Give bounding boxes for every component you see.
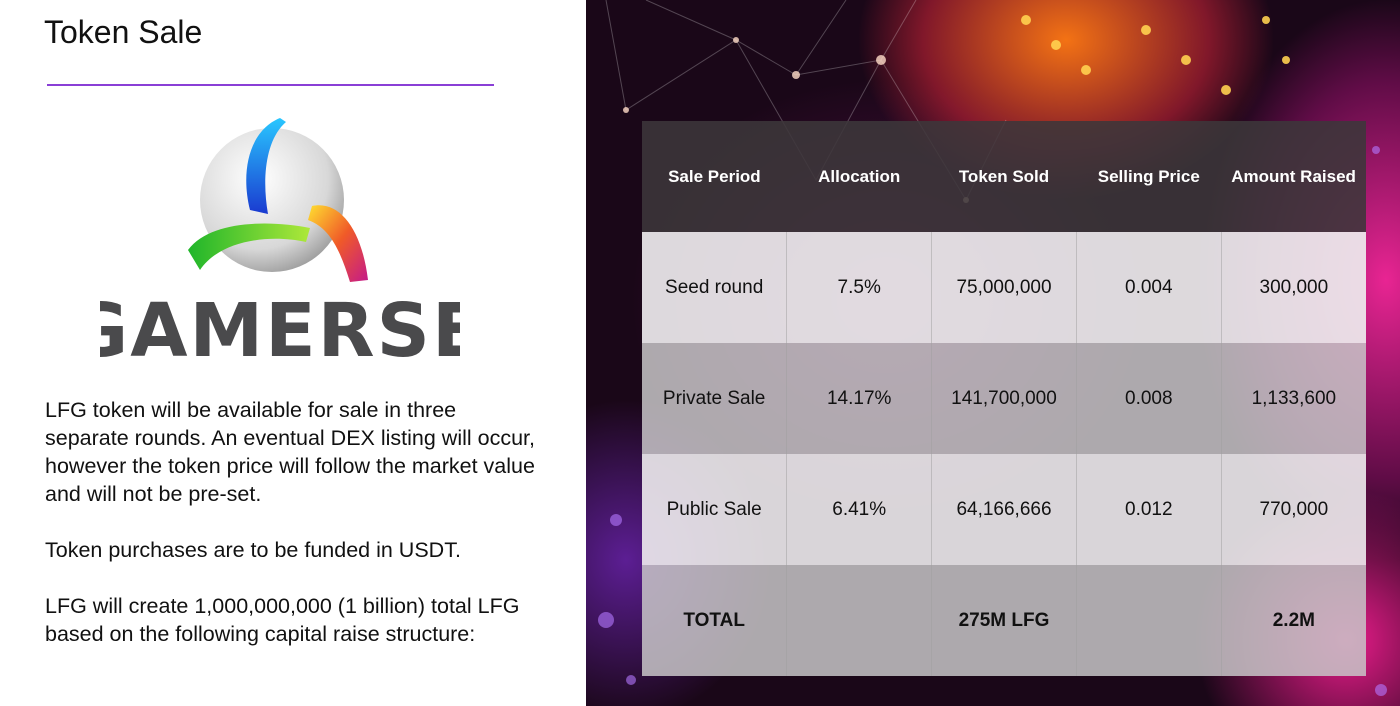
column-header: Allocation — [786, 121, 932, 232]
cell: 64,166,666 — [931, 454, 1077, 565]
cell: 1,133,600 — [1220, 343, 1366, 454]
cell: 141,700,000 — [931, 343, 1077, 454]
right-panel: Sale Period Allocation Token Sold Sellin… — [586, 0, 1400, 706]
column-header: Token Sold — [931, 121, 1077, 232]
body-text: LFG token will be available for sale in … — [45, 396, 535, 676]
token-table: Sale Period Allocation Token Sold Sellin… — [642, 121, 1366, 676]
cell: TOTAL — [642, 565, 787, 676]
table-row: Public Sale 6.41% 64,166,666 0.012 770,000 — [642, 454, 1366, 565]
cell: 0.008 — [1075, 343, 1222, 454]
cell: 0.004 — [1075, 232, 1222, 343]
paragraph: Token purchases are to be funded in USDT… — [45, 538, 461, 562]
cell: 300,000 — [1220, 232, 1366, 343]
logo: GAMERSE — [100, 118, 460, 370]
title: Token Sale — [44, 14, 203, 50]
cell: 2.2M — [1220, 565, 1366, 676]
cell: 0.012 — [1075, 454, 1222, 565]
background-art — [598, 0, 1387, 696]
divider — [47, 84, 494, 86]
logo-ribbon — [188, 223, 310, 270]
cell: 275M LFG — [931, 565, 1077, 676]
left-panel: Token Sale GAMERSE LFG token will be ava… — [0, 0, 586, 706]
cell: 6.41% — [786, 454, 932, 565]
paragraph: LFG token will be available for sale in … — [45, 398, 535, 506]
logo-ribbon — [246, 118, 286, 214]
cell: 75,000,000 — [931, 232, 1077, 343]
logo-text: GAMERSE — [100, 288, 460, 370]
table-row: Seed round 7.5% 75,000,000 0.004 300,000 — [642, 232, 1366, 343]
cell — [1075, 565, 1222, 676]
cell: Seed round — [642, 232, 787, 343]
cell: 770,000 — [1220, 454, 1366, 565]
table-row: Private Sale 14.17% 141,700,000 0.008 1,133,… — [642, 343, 1366, 454]
column-header: Amount Raised — [1221, 121, 1366, 232]
column-header: Selling Price — [1076, 121, 1222, 232]
cell: 7.5% — [786, 232, 932, 343]
cell: 14.17% — [786, 343, 932, 454]
logo-ribbon — [308, 205, 368, 282]
cell: Public Sale — [642, 454, 787, 565]
paragraph: LFG will create 1,000,000,000 (1 billion… — [45, 594, 520, 646]
cell — [786, 565, 932, 676]
column-header: Sale Period — [642, 121, 787, 232]
total-row: TOTAL 275M LFG 2.2M — [642, 565, 1366, 676]
cell: Private Sale — [642, 343, 787, 454]
